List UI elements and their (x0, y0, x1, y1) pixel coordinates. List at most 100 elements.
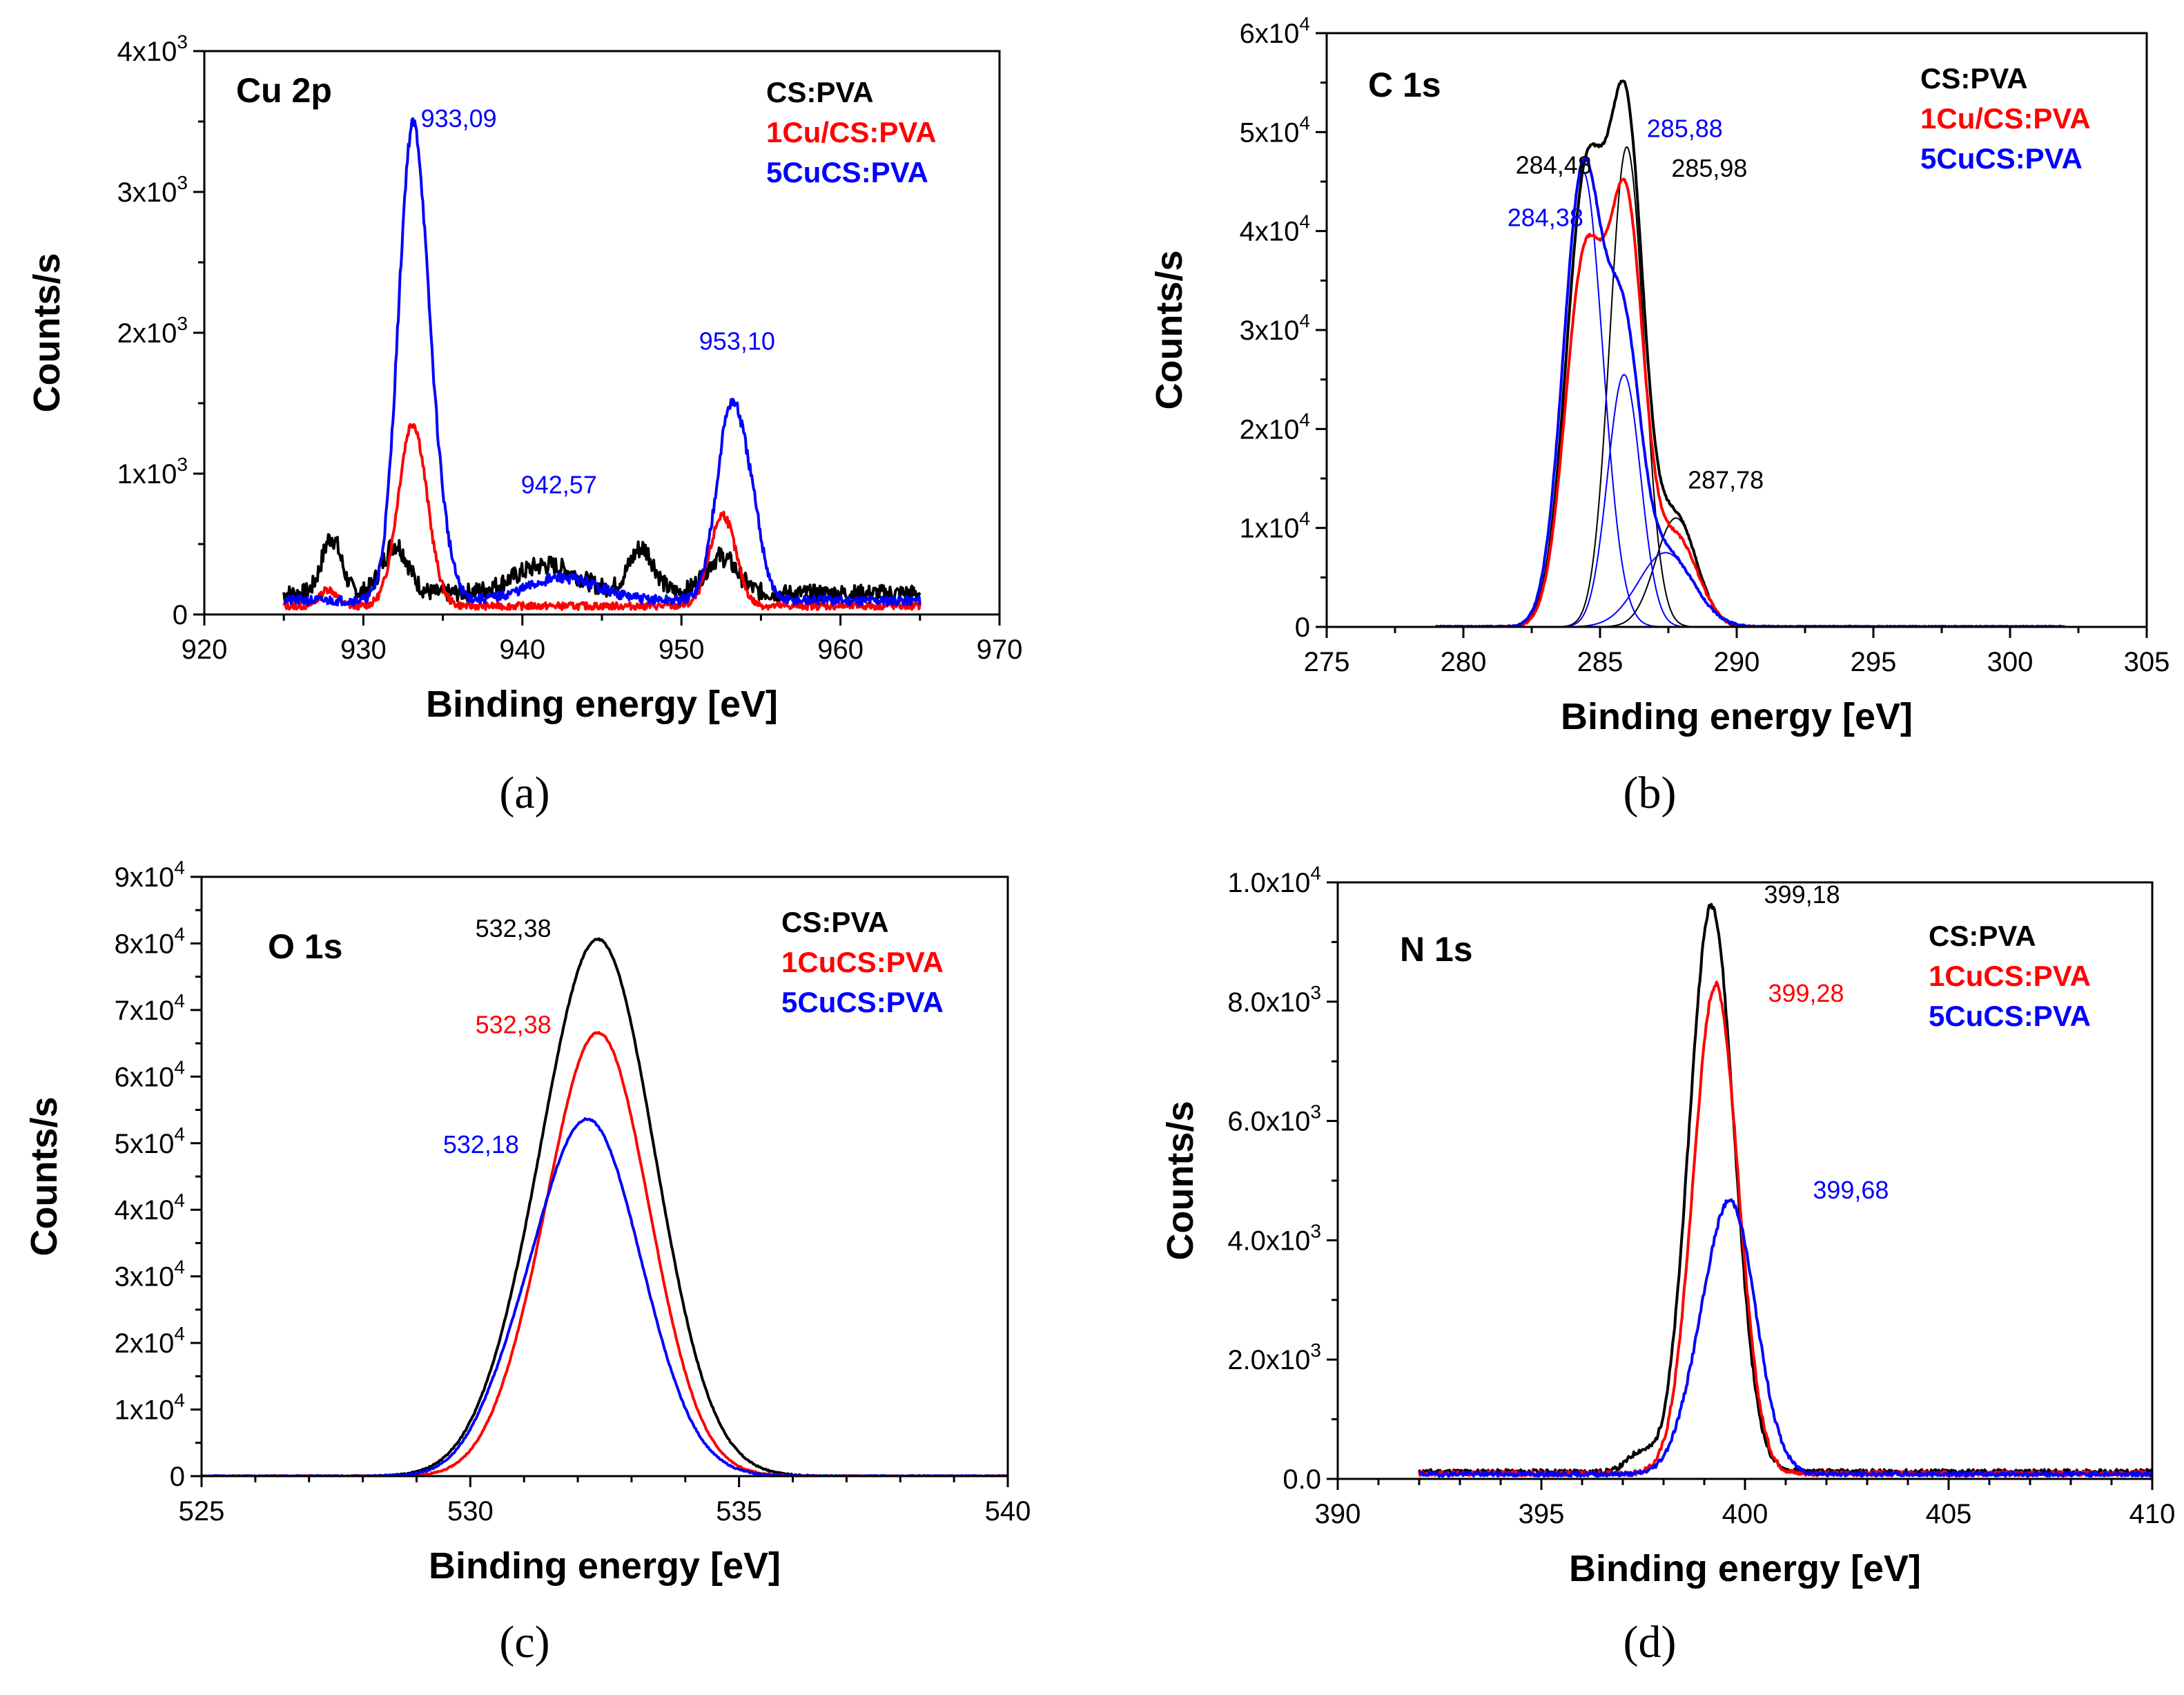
x-tick-label: 930 (340, 635, 387, 665)
subfigure-label: (b) (1624, 768, 1677, 818)
legend-entry: 5CuCS:PVA (1920, 142, 2083, 175)
y-tick-label: 9x104 (115, 857, 185, 893)
x-tick-label: 305 (2124, 647, 2170, 677)
y-tick-label: 6x104 (115, 1056, 185, 1092)
legend-entry: 1Cu/CS:PVA (1920, 102, 2091, 135)
peak-annotation: 399,18 (1764, 880, 1840, 909)
panel-d: 390 395 400 405 410 0.0 2.0x103 4.0x103 6.0x103 8… (1160, 862, 2175, 1667)
x-tick-label: 290 (1714, 647, 1760, 677)
x-tick-label: 535 (716, 1496, 762, 1527)
y-tick-label: 4x103 (117, 31, 188, 67)
legend-entry: 5CuCS:PVA (781, 986, 944, 1018)
y-tick-label: 1x104 (1240, 508, 1310, 544)
y-tick-label: 1x103 (117, 454, 188, 490)
legend-entry: CS:PVA (1920, 62, 2028, 95)
y-tick-label: 6.0x103 (1227, 1101, 1321, 1137)
y-tick-label: 8.0x103 (1227, 982, 1321, 1018)
x-axis-title: Binding energy [eV] (1561, 696, 1913, 737)
y-tick-label: 2x103 (117, 313, 188, 349)
x-axis-title: Binding energy [eV] (429, 1545, 781, 1587)
x-tick-label: 525 (179, 1496, 225, 1527)
y-tick-label: 0 (170, 1462, 185, 1492)
subfigure-label: (c) (499, 1617, 549, 1667)
fit-component-2 (1436, 171, 2065, 627)
peak-annotation: 285,88 (1647, 115, 1723, 143)
x-tick-label: 530 (447, 1496, 494, 1527)
y-tick-label: 2x104 (1240, 409, 1310, 445)
legend-entry: CS:PVA (1929, 920, 2036, 952)
legend-entry: 1CuCS:PVA (781, 946, 944, 978)
peak-annotation: 532,18 (443, 1130, 519, 1159)
peak-annotation: 532,38 (476, 1011, 552, 1039)
x-tick-label: 940 (499, 635, 545, 665)
x-tick-label: 410 (2129, 1499, 2176, 1529)
series-line-5cucs-pva (283, 117, 922, 607)
y-tick-label: 2.0x103 (1227, 1339, 1321, 1375)
peak-annotation: 285,98 (1671, 154, 1747, 182)
series-line-1cu-cs-pva (282, 423, 922, 611)
panel-c: 525 530 535 540 0 1x104 2x104 3x104 4x104 5x104 6x… (23, 857, 1031, 1667)
legend-entry: 1Cu/CS:PVA (766, 116, 937, 148)
y-tick-label: 1x104 (115, 1390, 185, 1426)
x-tick-label: 400 (1722, 1499, 1768, 1529)
peak-annotation: 287,78 (1688, 465, 1764, 494)
x-tick-label: 395 (1519, 1499, 1565, 1529)
panel-a: 920 930 940 950 960 970 0 1x103 2x103 3x103 4x103 B… (26, 31, 1022, 818)
fit-component-1 (1436, 517, 2065, 627)
y-axis-title: Counts/s (1160, 1101, 1201, 1260)
x-tick-label: 960 (817, 635, 864, 665)
subfigure-label: (d) (1624, 1617, 1677, 1667)
x-tick-label: 540 (985, 1496, 1031, 1527)
x-tick-label: 920 (182, 635, 228, 665)
series-line-5cucs-pva (1418, 1198, 2152, 1478)
legend-entry: 5CuCS:PVA (1929, 1000, 2091, 1032)
x-tick-label: 970 (977, 635, 1023, 665)
x-axis-title: Binding energy [eV] (1569, 1548, 1921, 1589)
peak-annotation: 284,38 (1508, 204, 1583, 232)
series-line-5cucs-pva (202, 1117, 1008, 1476)
peak-annotation: 933,09 (421, 104, 497, 133)
peak-annotation: 532,38 (476, 914, 552, 942)
y-tick-label: 0 (1295, 612, 1310, 643)
y-tick-label: 0 (173, 600, 188, 630)
y-axis-title: Counts/s (26, 253, 68, 412)
y-tick-label: 5x104 (115, 1123, 185, 1159)
panel-title: N 1s (1400, 930, 1473, 969)
panel-title: Cu 2p (236, 71, 332, 110)
series-line-1cu-cs-pva (1435, 177, 2065, 627)
x-tick-label: 405 (1926, 1499, 1972, 1529)
y-axis-title: Counts/s (23, 1096, 65, 1256)
x-tick-label: 300 (1987, 647, 2034, 677)
series-line-cs-pva (202, 937, 1008, 1476)
legend-entry: 1CuCS:PVA (1929, 960, 2091, 992)
x-axis-title: Binding energy [eV] (426, 684, 778, 725)
x-tick-label: 390 (1315, 1499, 1361, 1529)
y-tick-label: 4.0x103 (1227, 1220, 1321, 1256)
y-tick-label: 1.0x104 (1227, 862, 1321, 898)
y-tick-label: 3x103 (117, 172, 188, 208)
panel-title: C 1s (1368, 66, 1441, 104)
peak-annotation: 942,57 (521, 471, 597, 499)
x-tick-label: 280 (1441, 647, 1487, 677)
peak-annotation: 953,10 (699, 327, 775, 355)
legend-entry: CS:PVA (766, 76, 874, 108)
panel-b: 275 280 285 290 295 300 305 0 1x104 2x104 3x104 4x1… (1149, 13, 2170, 818)
series-line-1cucs-pva (1418, 980, 2152, 1478)
y-tick-label: 8x104 (115, 923, 185, 959)
x-tick-label: 950 (659, 635, 705, 665)
y-axis-title: Counts/s (1149, 250, 1190, 409)
series-line-cs-pva (282, 533, 922, 603)
peak-annotation: 399,28 (1768, 979, 1844, 1007)
y-tick-label: 4x104 (1240, 211, 1310, 247)
y-tick-label: 3x104 (115, 1257, 185, 1292)
y-tick-label: 5x104 (1240, 112, 1310, 148)
legend-entry: 5CuCS:PVA (766, 156, 928, 188)
peak-annotation: 284,48 (1516, 151, 1592, 180)
y-tick-label: 7x104 (115, 990, 185, 1026)
x-tick-label: 295 (1851, 647, 1897, 677)
panel-title: O 1s (268, 927, 342, 966)
y-tick-label: 3x104 (1240, 310, 1310, 346)
peak-annotation: 399,68 (1813, 1176, 1889, 1204)
y-tick-label: 0.0 (1283, 1464, 1321, 1495)
series-line-1cucs-pva (202, 1031, 1008, 1476)
